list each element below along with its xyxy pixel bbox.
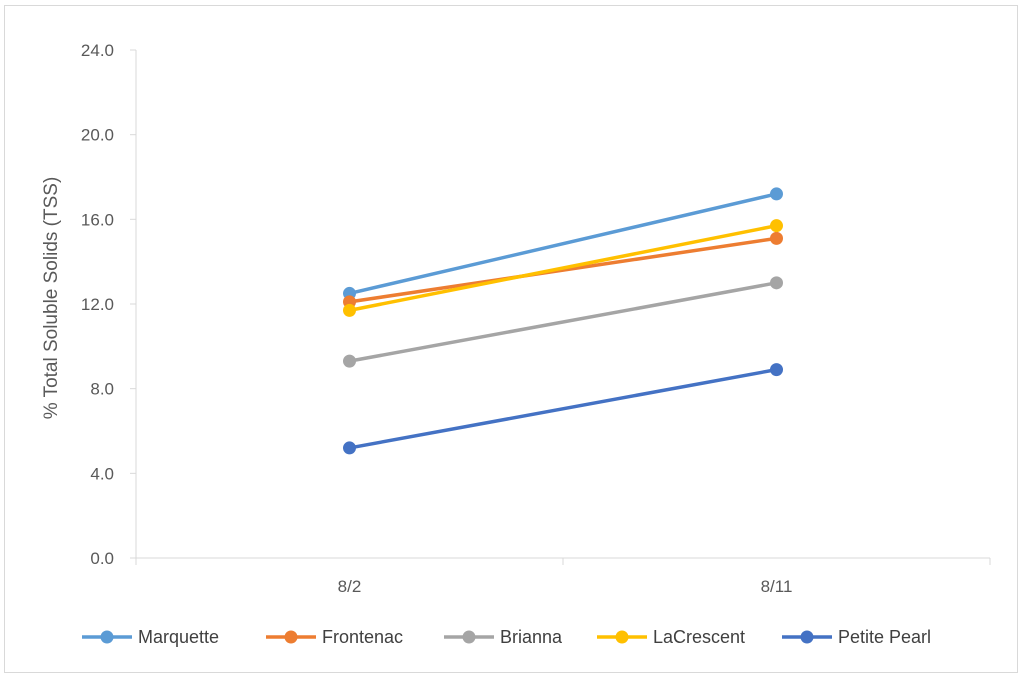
data-point — [770, 219, 783, 233]
legend-item: Petite Pearl — [782, 627, 931, 647]
y-tick-label: 8.0 — [90, 380, 114, 399]
series-line — [347, 281, 779, 363]
y-tick-label: 16.0 — [81, 210, 114, 229]
y-tick-label: 24.0 — [81, 41, 114, 60]
y-tick-label: 0.0 — [90, 549, 114, 568]
series-line — [347, 192, 779, 296]
series-line — [347, 223, 779, 313]
legend-swatch-marker — [462, 630, 476, 644]
series-petite-pearl — [343, 363, 783, 455]
data-point — [770, 231, 783, 245]
series-line — [347, 236, 779, 304]
data-point — [343, 441, 356, 455]
x-tick-label: 8/2 — [338, 577, 362, 596]
legend-label: Brianna — [500, 627, 563, 647]
axes — [130, 49, 991, 565]
legend-swatch-marker — [284, 630, 298, 644]
data-point — [770, 187, 783, 201]
series-marquette — [343, 187, 783, 300]
x-tick-label: 8/11 — [761, 577, 793, 596]
series-lacrescent — [343, 219, 783, 317]
legend: Marquette Frontenac Brianna LaCrescent Petit… — [82, 627, 931, 647]
data-point — [343, 354, 356, 368]
legend-swatch-marker — [615, 630, 629, 644]
chart-frame — [4, 5, 1018, 673]
legend-item: Marquette — [82, 627, 219, 647]
legend-item: LaCrescent — [597, 627, 745, 647]
y-axis-title: % Total Soluble Solids (TSS) — [41, 177, 62, 420]
data-point — [770, 276, 783, 290]
legend-item: Brianna — [444, 627, 563, 647]
legend-swatch-marker — [100, 630, 114, 644]
series-brianna — [343, 276, 783, 368]
data-point — [770, 363, 783, 377]
y-tick-label: 4.0 — [90, 464, 114, 483]
y-axis-ticks: 0.0 4.0 8.0 12.0 16.0 20.0 24.0 — [81, 41, 114, 568]
data-point — [343, 303, 356, 317]
legend-item: Frontenac — [266, 627, 403, 647]
legend-label: Frontenac — [322, 627, 403, 647]
legend-label: LaCrescent — [653, 627, 745, 647]
y-tick-label: 12.0 — [81, 295, 114, 314]
y-tick-label: 20.0 — [81, 126, 114, 145]
series-group — [343, 187, 783, 455]
legend-swatch-marker — [800, 630, 814, 644]
legend-label: Marquette — [138, 627, 219, 647]
series-line — [347, 367, 779, 450]
x-axis-ticks: 8/2 8/11 — [338, 577, 793, 596]
legend-label: Petite Pearl — [838, 627, 931, 647]
